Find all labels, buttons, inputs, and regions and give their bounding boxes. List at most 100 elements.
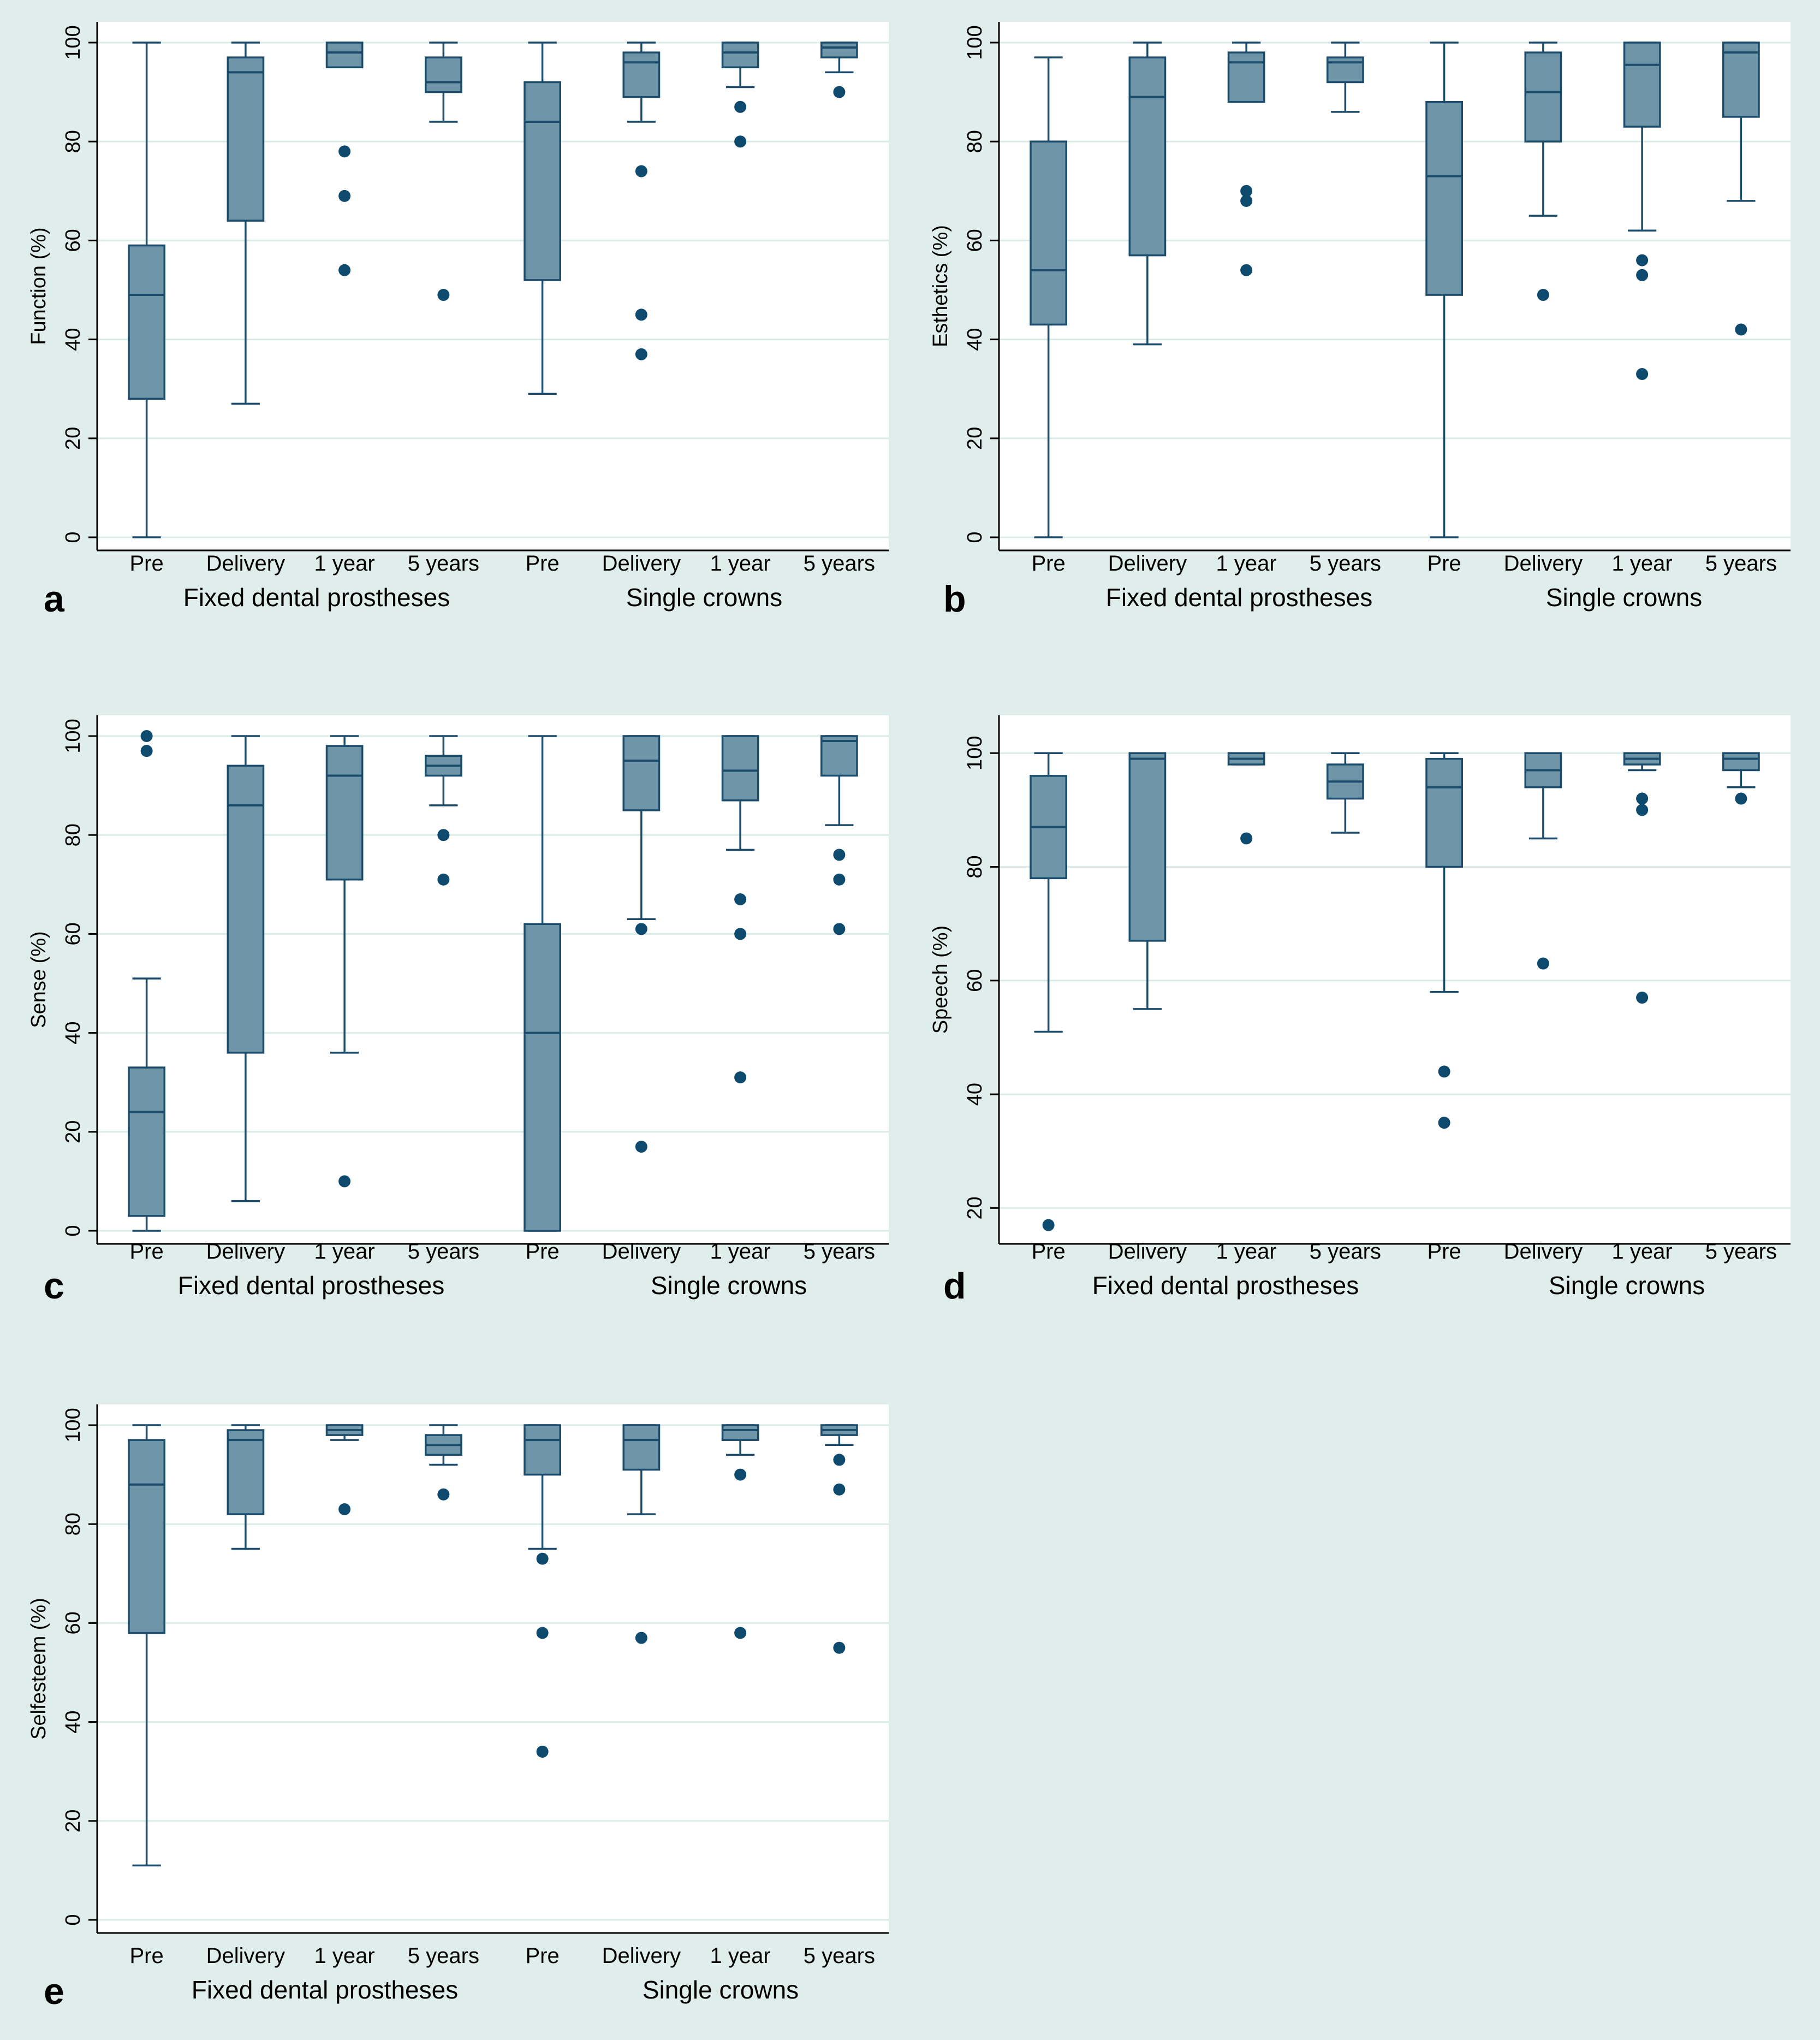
box-8 bbox=[1722, 752, 1760, 805]
group-label: Single crowns bbox=[1546, 583, 1702, 612]
box-body bbox=[1623, 41, 1661, 128]
box-3 bbox=[1227, 41, 1265, 276]
box-3 bbox=[325, 1424, 364, 1516]
box-6 bbox=[622, 735, 661, 1153]
box-3 bbox=[325, 735, 364, 1188]
y-tick-label: 40 bbox=[62, 1710, 85, 1733]
box-2 bbox=[1128, 41, 1167, 346]
box-body bbox=[128, 1439, 165, 1634]
x-tick-label: Delivery bbox=[206, 1240, 285, 1264]
box-2 bbox=[227, 1424, 265, 1550]
outlier-point bbox=[338, 189, 351, 202]
y-tick-label: 0 bbox=[62, 1225, 85, 1236]
y-axis-label: Function (%) bbox=[27, 227, 50, 345]
panel-letter: d bbox=[943, 1265, 966, 1307]
y-tick-label: 20 bbox=[963, 427, 986, 450]
outlier-point bbox=[437, 829, 450, 841]
x-tick-label: 1 year bbox=[1216, 1240, 1277, 1264]
outlier-point bbox=[140, 745, 153, 757]
x-tick-label: Delivery bbox=[1108, 1240, 1187, 1264]
box-8 bbox=[1722, 41, 1760, 336]
box-4 bbox=[425, 735, 462, 886]
panels: 0 20 40 60 80 100 Function (%) Pre Delivery 1 yea… bbox=[27, 22, 1791, 2012]
box-2 bbox=[227, 41, 265, 405]
outlier-point bbox=[536, 1745, 549, 1758]
panel-c: 0 20 40 60 80 100 Sense (%) Pre Delivery 1 year 5 … bbox=[27, 715, 889, 1307]
x-tick-label: 5 years bbox=[1310, 1240, 1381, 1264]
plot-area bbox=[97, 1404, 889, 1933]
box-6 bbox=[622, 1424, 661, 1644]
box-7 bbox=[1623, 41, 1661, 381]
box-body bbox=[227, 764, 265, 1054]
outlier-point bbox=[437, 1488, 450, 1501]
box-1 bbox=[1030, 752, 1067, 1231]
x-tick-label: 1 year bbox=[710, 1240, 771, 1264]
group-label: Fixed dental prostheses bbox=[178, 1271, 444, 1300]
plot-area bbox=[97, 22, 889, 550]
group-label: Fixed dental prostheses bbox=[1106, 583, 1372, 612]
x-tick-label: Delivery bbox=[1504, 551, 1583, 576]
outlier-point bbox=[734, 893, 747, 905]
x-tick-label: Pre bbox=[526, 1240, 560, 1264]
box-2 bbox=[1128, 752, 1167, 1010]
box-body bbox=[227, 56, 265, 222]
y-tick-label: 100 bbox=[963, 25, 986, 60]
outlier-point bbox=[635, 309, 647, 321]
outlier-point bbox=[536, 1552, 549, 1565]
y-tick-label: 40 bbox=[963, 328, 986, 351]
x-tick-label: 1 year bbox=[710, 551, 771, 576]
y-tick-label: 100 bbox=[62, 719, 85, 753]
x-tick-label: 1 year bbox=[710, 1944, 771, 1968]
box-body bbox=[1128, 56, 1167, 257]
outlier-point bbox=[734, 1627, 747, 1639]
outlier-point bbox=[437, 873, 450, 886]
box-7 bbox=[721, 41, 759, 148]
y-tick-label: 100 bbox=[62, 1408, 85, 1442]
x-tick-label: 5 years bbox=[804, 1240, 875, 1264]
y-tick-label: 40 bbox=[62, 328, 85, 351]
outlier-point bbox=[833, 1641, 846, 1654]
outlier-point bbox=[833, 1483, 846, 1496]
box-body bbox=[1128, 752, 1167, 942]
outlier-point bbox=[734, 928, 747, 940]
outlier-point bbox=[1537, 289, 1549, 301]
outlier-point bbox=[1042, 1219, 1055, 1231]
box-4 bbox=[425, 41, 462, 301]
box-body bbox=[325, 745, 364, 881]
outlier-point bbox=[140, 730, 153, 742]
box-7 bbox=[721, 1424, 759, 1639]
y-tick-label: 20 bbox=[62, 427, 85, 450]
box-body bbox=[128, 244, 165, 400]
y-tick-label: 0 bbox=[62, 531, 85, 543]
box-4 bbox=[1327, 752, 1364, 834]
x-tick-label: Delivery bbox=[206, 551, 285, 576]
y-tick-label: 80 bbox=[62, 823, 85, 846]
x-tick-label: Delivery bbox=[602, 1944, 681, 1968]
plot-area bbox=[999, 22, 1791, 550]
outlier-point bbox=[635, 348, 647, 360]
x-tick-label: Pre bbox=[1428, 1240, 1461, 1264]
box-body bbox=[1425, 757, 1463, 868]
y-tick-label: 20 bbox=[62, 1810, 85, 1833]
box-body bbox=[1227, 51, 1265, 103]
box-body bbox=[1524, 51, 1562, 143]
outlier-point bbox=[734, 100, 747, 113]
x-tick-label: Pre bbox=[1428, 551, 1461, 576]
outlier-point bbox=[734, 135, 747, 148]
outlier-point bbox=[734, 1071, 747, 1084]
x-tick-label: 5 years bbox=[1705, 551, 1777, 576]
x-tick-label: 5 years bbox=[804, 551, 875, 576]
y-tick-label: 40 bbox=[963, 1083, 986, 1106]
box-4 bbox=[425, 1424, 462, 1501]
y-tick-label: 60 bbox=[62, 1611, 85, 1634]
panel-letter: e bbox=[44, 1971, 64, 2012]
outlier-point bbox=[338, 1175, 351, 1188]
outlier-point bbox=[833, 923, 846, 935]
x-tick-label: 1 year bbox=[314, 551, 375, 576]
outlier-point bbox=[1438, 1065, 1450, 1078]
box-2 bbox=[227, 735, 265, 1202]
x-tick-label: Delivery bbox=[1108, 551, 1187, 576]
x-tick-label: Delivery bbox=[206, 1944, 285, 1968]
y-tick-label: 60 bbox=[963, 969, 986, 992]
y-tick-label: 0 bbox=[62, 1914, 85, 1925]
